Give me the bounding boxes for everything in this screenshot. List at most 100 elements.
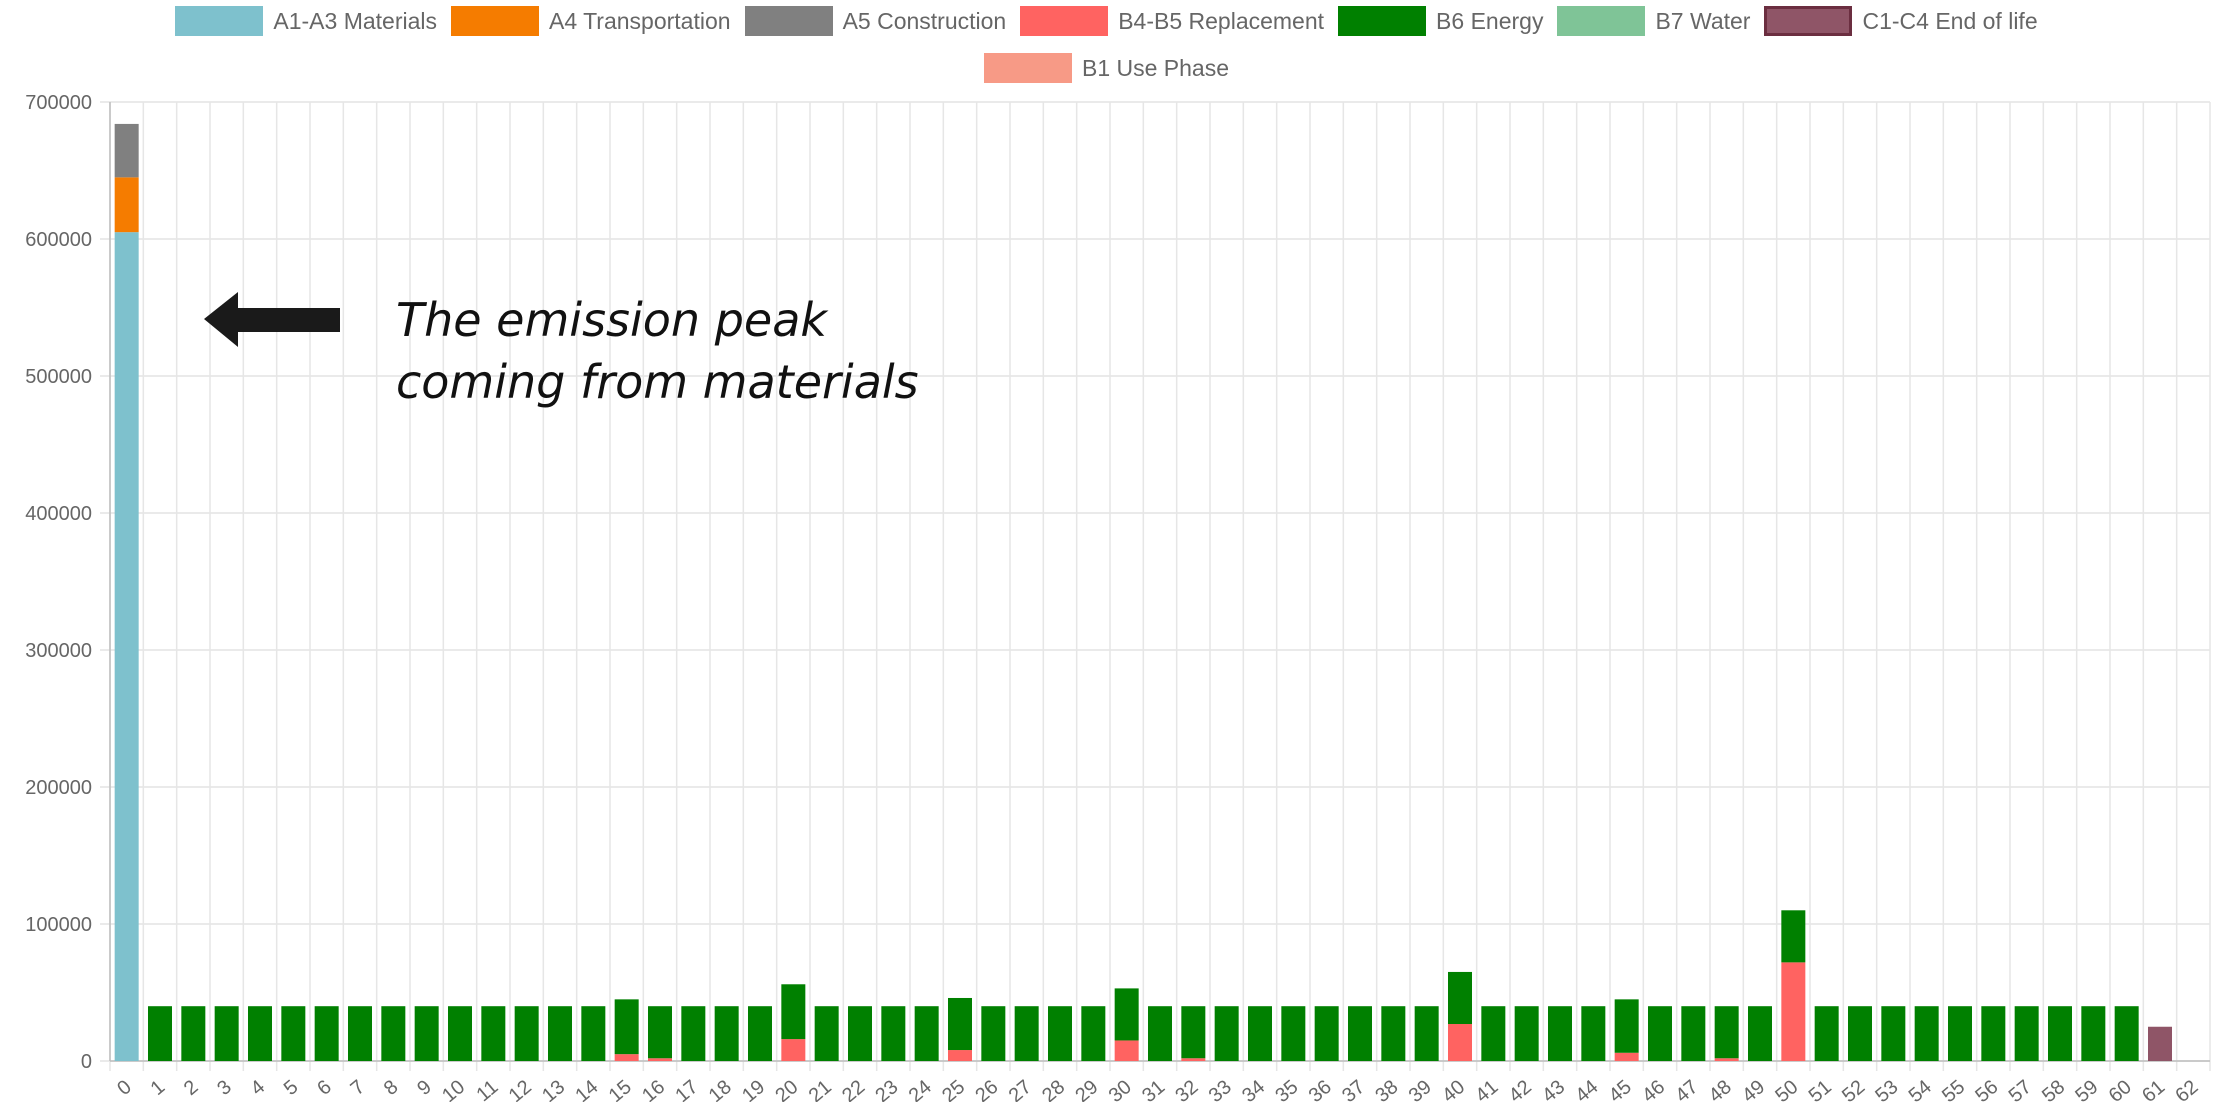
legend-item[interactable]: C1-C4 End of life	[1764, 6, 2038, 36]
legend-swatch	[175, 6, 264, 36]
bar-segment	[548, 1006, 572, 1061]
bar-segment	[1348, 1006, 1372, 1061]
x-tick-label: 54	[1905, 1076, 1936, 1102]
bar-segment	[948, 997, 972, 1051]
bar-segment	[1714, 1058, 1739, 1061]
bar-segment	[448, 1006, 472, 1061]
bar-segment	[814, 1006, 839, 1061]
legend-label: B1 Use Phase	[1081, 54, 1230, 81]
x-tick-label: 58	[2038, 1076, 2069, 1102]
bar-segment	[1814, 1006, 1839, 1061]
y-tick-label: 300000	[25, 640, 92, 662]
x-tick-label: 36	[1305, 1076, 1336, 1102]
x-tick-label: 37	[1338, 1076, 1369, 1102]
bar-segment	[714, 1006, 739, 1061]
bar-segment	[1781, 910, 1806, 963]
bar-segment	[981, 1006, 1006, 1061]
x-tick-label: 38	[1371, 1076, 1402, 1102]
bar-segment	[381, 1006, 406, 1061]
bar-segment	[1114, 1040, 1139, 1061]
legend-item[interactable]: B4-B5 Replacement	[1020, 6, 1324, 36]
x-tick-label: 24	[905, 1076, 936, 1102]
legend-swatch	[1338, 6, 1427, 36]
x-tick-label: 10	[438, 1076, 469, 1102]
x-tick-label: 5	[280, 1076, 303, 1100]
legend-item[interactable]: B1 Use Phase	[983, 53, 1230, 83]
x-tick-label: 53	[1871, 1076, 1902, 1102]
x-tick-label: 0	[113, 1076, 136, 1100]
x-tick-label: 19	[738, 1076, 769, 1102]
legend-swatch	[983, 53, 1072, 83]
bar-segment	[1681, 1006, 1706, 1061]
legend-swatch	[1020, 6, 1109, 36]
bar-segment	[1048, 1006, 1072, 1061]
bar-segment	[1181, 1058, 1206, 1061]
bar-segment	[2148, 1026, 2172, 1061]
bar-segment	[1181, 1006, 1206, 1059]
annotation-text: The emission peak	[396, 293, 829, 347]
bar-segment	[1248, 1006, 1272, 1061]
bar-segment	[848, 1006, 872, 1061]
bar-segment	[314, 1006, 339, 1061]
x-tick-label: 59	[2071, 1076, 2102, 1102]
bar-segment	[114, 177, 139, 233]
legend-row: A1-A3 Materials A4 Transportation A5 Const…	[0, 6, 2213, 36]
bar-segment	[2081, 1006, 2106, 1061]
bar-segment	[148, 1006, 172, 1061]
bar-segment	[1214, 1006, 1239, 1061]
x-tick-label: 40	[1438, 1076, 1469, 1102]
bar-segment	[1881, 1006, 1906, 1061]
bar-segment	[1581, 1006, 1606, 1061]
x-tick-label: 7	[347, 1076, 370, 1100]
bar-segment	[1614, 1052, 1639, 1061]
annotation-text: coming from materials	[396, 355, 919, 409]
bar-segment	[348, 1006, 372, 1061]
bar-segment	[248, 1006, 272, 1061]
bar-segment	[1114, 988, 1139, 1041]
y-tick-label: 600000	[25, 229, 92, 251]
x-tick-label: 57	[2005, 1076, 2036, 1102]
legend-item[interactable]: A1-A3 Materials	[175, 6, 437, 36]
x-tick-label: 29	[1071, 1076, 1102, 1102]
x-tick-label: 9	[413, 1076, 436, 1100]
bar-segment	[1281, 1006, 1306, 1061]
legend-label: A1-A3 Materials	[273, 7, 437, 34]
bar-segment	[2114, 1006, 2139, 1061]
x-tick-label: 30	[1105, 1076, 1136, 1102]
x-tick-label: 3	[213, 1076, 236, 1100]
x-tick-label: 48	[1705, 1076, 1736, 1102]
legend-row: B1 Use Phase	[0, 53, 2213, 83]
legend-item[interactable]: B6 Energy	[1338, 6, 1543, 36]
legend-item[interactable]: A4 Transportation	[451, 6, 731, 36]
x-tick-label: 16	[638, 1076, 669, 1102]
bar-segment	[114, 123, 139, 178]
y-tick-label: 0	[81, 1051, 92, 1073]
x-tick-label: 1	[147, 1076, 170, 1100]
x-tick-label: 60	[2105, 1076, 2136, 1102]
bar-segment	[1081, 1006, 1106, 1061]
x-tick-label: 8	[380, 1076, 403, 1100]
bar-segment	[1748, 1006, 1772, 1061]
x-tick-label: 31	[1138, 1076, 1169, 1102]
x-tick-label: 26	[971, 1076, 1002, 1102]
x-tick-label: 4	[247, 1076, 270, 1100]
legend-label: B4-B5 Replacement	[1118, 7, 1325, 34]
x-tick-label: 35	[1271, 1076, 1302, 1102]
x-tick-label: 2	[180, 1076, 203, 1100]
x-tick-label: 25	[938, 1076, 969, 1102]
bar-segment	[1914, 1006, 1939, 1061]
bar-segment	[1981, 1006, 2006, 1061]
x-tick-label: 56	[1971, 1076, 2002, 1102]
grid	[100, 101, 2211, 1071]
legend-label: B7 Water	[1655, 7, 1751, 34]
x-tick-label: 33	[1205, 1076, 1236, 1102]
y-tick-label: 200000	[25, 777, 92, 799]
bar-segment	[1014, 1006, 1039, 1061]
bar-segment	[781, 1039, 806, 1061]
y-tick-label: 400000	[25, 503, 92, 525]
bar-segment	[1781, 962, 1806, 1061]
bar-segment	[281, 1006, 306, 1061]
legend-item[interactable]: B7 Water	[1557, 6, 1750, 36]
x-tick-label: 61	[2138, 1076, 2169, 1102]
legend-item[interactable]: A5 Construction	[744, 6, 1006, 36]
